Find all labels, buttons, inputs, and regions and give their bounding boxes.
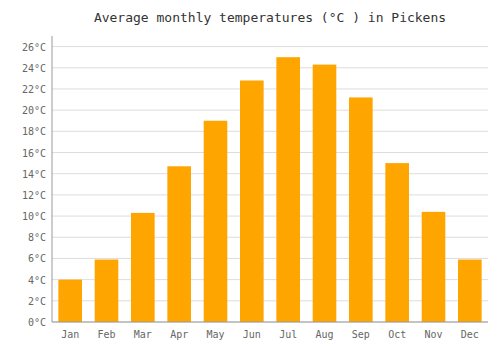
bar	[95, 260, 119, 322]
grid-line	[52, 131, 488, 132]
y-tick-label: 0°C	[28, 317, 46, 328]
y-tick-label: 14°C	[22, 169, 46, 180]
bar	[204, 121, 228, 322]
grid-line	[52, 194, 488, 195]
x-tick-label: Mar	[134, 329, 152, 340]
y-tick-label: 8°C	[28, 232, 46, 243]
x-tick-label: Nov	[424, 329, 442, 340]
y-tick-label: 22°C	[22, 84, 46, 95]
y-tick-label: 2°C	[28, 296, 46, 307]
bar	[240, 80, 264, 322]
x-tick-label: Dec	[461, 329, 479, 340]
bar	[58, 280, 82, 322]
y-tick-label: 12°C	[22, 190, 46, 201]
y-tick-label: 16°C	[22, 148, 46, 159]
x-tick-label: Sep	[352, 329, 370, 340]
bar	[313, 65, 337, 322]
x-tick-label: Feb	[97, 329, 115, 340]
y-tick-label: 20°C	[22, 105, 46, 116]
y-tick-label: 10°C	[22, 211, 46, 222]
bar	[422, 212, 446, 322]
grid	[52, 47, 488, 322]
page: {"chart_data": {"type": "bar", "title": …	[0, 0, 500, 350]
bar	[167, 166, 191, 322]
x-tick-label: Oct	[388, 329, 406, 340]
grid-line	[52, 110, 488, 111]
y-tick-label: 4°C	[28, 275, 46, 286]
y-tick-label: 6°C	[28, 253, 46, 264]
x-tick-label: Jul	[279, 329, 297, 340]
x-tick-label: Jan	[61, 329, 79, 340]
y-tick-label: 24°C	[22, 63, 46, 74]
bar	[131, 213, 155, 322]
x-axis-line	[52, 322, 488, 323]
y-tick-label: 18°C	[22, 126, 46, 137]
bar	[385, 163, 409, 322]
x-tick-label: Jun	[243, 329, 261, 340]
y-tick-label: 26°C	[22, 42, 46, 53]
grid-line	[52, 67, 488, 68]
grid-line	[52, 46, 488, 47]
x-tick-label: Apr	[170, 329, 188, 340]
grid-line	[52, 152, 488, 153]
grid-line	[52, 322, 488, 323]
x-tick-label: Aug	[315, 329, 333, 340]
bars	[58, 57, 481, 322]
chart: Average monthly temperatures (°C ) in Pi…	[0, 0, 500, 350]
bar	[458, 260, 482, 322]
grid-line	[52, 88, 488, 89]
grid-line	[52, 173, 488, 174]
y-axis-line	[52, 36, 53, 322]
title: Average monthly temperatures (°C ) in Pi…	[94, 10, 446, 25]
bar	[276, 57, 300, 322]
bar	[349, 97, 373, 322]
x-tick-label: May	[206, 329, 224, 340]
